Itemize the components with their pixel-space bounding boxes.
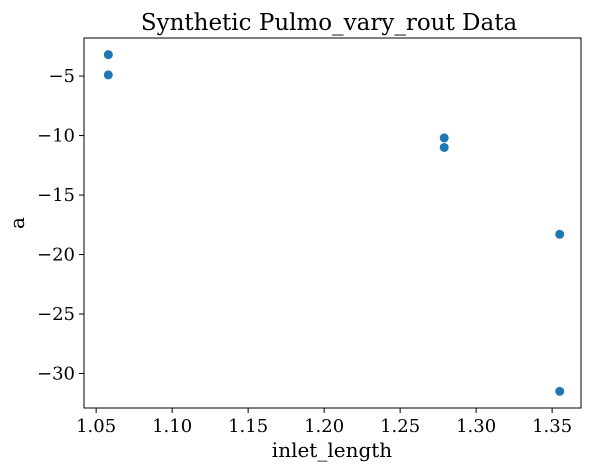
x-tick-label: 1.15: [228, 416, 268, 437]
x-axis-label: inlet_length: [272, 438, 393, 462]
x-tick-label: 1.35: [532, 416, 572, 437]
x-tick-label: 1.25: [380, 416, 420, 437]
y-axis-label: a: [5, 217, 29, 229]
y-tick-label: −25: [37, 304, 75, 325]
x-tick-label: 1.05: [76, 416, 116, 437]
data-points: [103, 50, 565, 396]
scatter-point: [103, 50, 113, 60]
plot-area-frame: [83, 37, 582, 409]
y-axis-ticks: −5 −10 −15 −20 −25 −30: [37, 66, 84, 384]
x-tick-label: 1.30: [456, 416, 496, 437]
x-axis-ticks: 1.05 1.10 1.15 1.20 1.25 1.30 1.35: [76, 408, 572, 437]
x-tick-label: 1.20: [304, 416, 344, 437]
scatter-point: [439, 142, 449, 152]
scatter-point: [103, 70, 113, 80]
scatter-point: [555, 229, 565, 239]
y-tick-label: −10: [37, 126, 75, 147]
scatter-point: [555, 386, 565, 396]
y-tick-label: −15: [37, 185, 75, 206]
y-tick-label: −30: [37, 363, 75, 384]
scatter-point: [439, 133, 449, 143]
y-tick-label: −20: [37, 245, 75, 266]
chart-title: Synthetic Pulmo_vary_rout Data: [141, 10, 518, 36]
x-tick-label: 1.10: [152, 416, 192, 437]
y-tick-label: −5: [48, 66, 75, 87]
